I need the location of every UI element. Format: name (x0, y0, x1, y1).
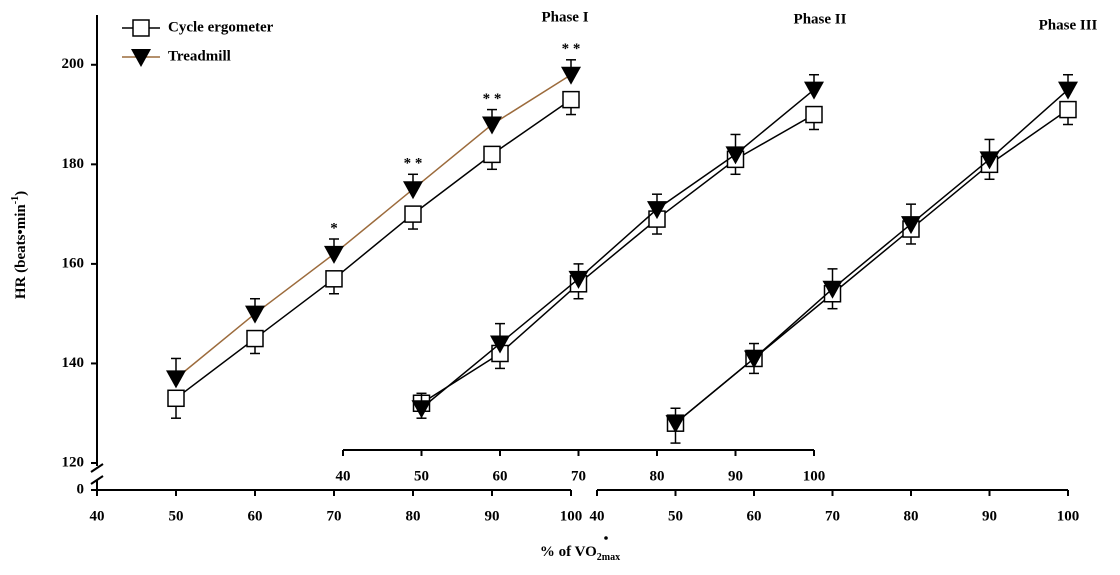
cycle-marker (132, 19, 150, 37)
significance: * * (562, 41, 581, 57)
treadmill-marker (131, 49, 151, 67)
treadmill-marker (561, 66, 581, 85)
y-tick-label: 120 (62, 454, 85, 470)
x-tick-label: 70 (327, 508, 342, 524)
x-tick-label: 70 (571, 468, 586, 484)
vo2-dot (604, 536, 608, 540)
y-axis-label: HR (beats•min-1) (10, 191, 29, 299)
y-label-sup: -1 (10, 196, 21, 204)
treadmill-marker (744, 350, 764, 369)
x-tick-label: 40 (590, 508, 605, 524)
significance: * * (404, 156, 423, 172)
x-label-part: VO (575, 544, 597, 560)
x-label-sub: 2max (597, 552, 620, 563)
significance: * * (483, 91, 502, 107)
cycle-marker (167, 389, 185, 408)
x-tick-label: 80 (650, 468, 665, 484)
treadmill-marker (647, 201, 667, 220)
cycle-marker (562, 90, 580, 109)
treadmill-marker (804, 81, 824, 100)
series-line (421, 89, 815, 409)
y-tick-label: 160 (62, 255, 85, 271)
legend-label: Cycle ergometer (168, 19, 274, 35)
x-tick-label: 100 (560, 508, 583, 524)
significance: * (330, 220, 338, 236)
treadmill-marker (411, 400, 432, 419)
y-tick-label: 140 (62, 355, 85, 371)
treadmill-marker (901, 216, 921, 235)
treadmill-marker (1058, 81, 1078, 100)
x-tick-label: 90 (485, 508, 500, 524)
y-label-part: ) (13, 191, 29, 196)
axis-break (90, 463, 104, 473)
cycle-marker (325, 270, 343, 288)
x-tick-label: 80 (406, 508, 421, 524)
treadmill-marker (490, 335, 510, 354)
phase-title: Phase II (794, 11, 847, 27)
x-tick-label: 60 (747, 508, 762, 524)
treadmill-marker (245, 305, 265, 324)
phase-title: Phase III (1039, 17, 1098, 33)
x-tick-label: 40 (336, 468, 351, 484)
treadmill-marker (482, 116, 502, 135)
treadmill-marker (568, 270, 589, 289)
treadmill-marker (725, 146, 746, 165)
x-tick-label: 60 (493, 468, 508, 484)
phase-title: Phase I (541, 9, 588, 25)
cycle-marker (805, 105, 823, 124)
x-tick-label: 70 (825, 508, 840, 524)
y-tick-label: 0 (77, 481, 85, 497)
cycle-marker (483, 145, 501, 164)
axis-break (90, 475, 104, 485)
x-tick-label: 100 (1057, 508, 1080, 524)
series-line (175, 99, 572, 399)
x-axis-label: % of VO2max (540, 544, 620, 563)
legend-label: Treadmill (168, 48, 231, 64)
x-tick-label: 50 (668, 508, 683, 524)
cycle-marker (404, 205, 422, 223)
x-tick-label: 50 (414, 468, 429, 484)
x-tick-label: 90 (728, 468, 743, 484)
treadmill-marker (979, 151, 1000, 170)
cycle-marker (246, 329, 264, 348)
y-tick-label: 200 (62, 56, 85, 72)
treadmill-marker (665, 415, 686, 434)
y-label-part: HR (beats•min (13, 204, 29, 299)
treadmill-marker (166, 370, 186, 389)
x-tick-label: 100 (803, 468, 826, 484)
treadmill-marker (403, 181, 423, 200)
x-tick-label: 80 (904, 508, 919, 524)
treadmill-marker (822, 280, 843, 299)
x-tick-label: 90 (982, 508, 997, 524)
x-label-part: % of (540, 544, 575, 560)
cycle-marker (1059, 100, 1077, 119)
y-tick-label: 180 (62, 156, 85, 172)
treadmill-marker (324, 245, 344, 264)
series-line (675, 89, 1069, 424)
x-tick-label: 40 (90, 508, 105, 524)
x-tick-label: 60 (248, 508, 263, 524)
series-line (421, 113, 815, 404)
x-tick-label: 50 (169, 508, 184, 524)
series-line (175, 74, 572, 379)
